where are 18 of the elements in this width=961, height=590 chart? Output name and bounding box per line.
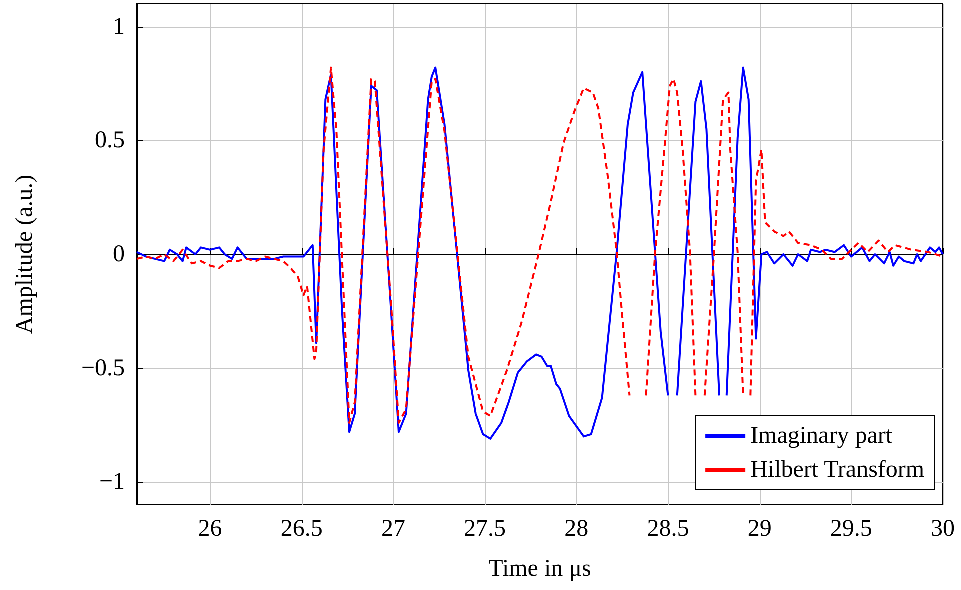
x-tick-label: 29 [748, 516, 772, 542]
x-tick-label: 26 [198, 516, 222, 542]
x-tick-label: 26.5 [280, 516, 323, 542]
y-tick-label: 1 [113, 14, 125, 40]
x-tick-label: 27.5 [464, 516, 506, 542]
x-tick-label: 29.5 [830, 516, 872, 542]
x-tick-label: 28.5 [647, 516, 690, 542]
y-tick-label: 0.5 [95, 128, 125, 154]
y-tick-label: 0 [113, 242, 125, 268]
legend-label: Imaginary part [750, 423, 893, 449]
y-axis-title: Amplitude (a.u.) [12, 174, 38, 334]
x-axis-title: Time in μs [488, 556, 592, 582]
legend-label: Hilbert Transform [750, 457, 925, 483]
x-tick-label: 30 [931, 516, 955, 542]
y-tick-label: −1 [99, 469, 125, 496]
y-tick-label: −0.5 [81, 355, 125, 382]
x-tick-label: 28 [564, 516, 589, 542]
x-tick-label: 27 [381, 516, 406, 542]
